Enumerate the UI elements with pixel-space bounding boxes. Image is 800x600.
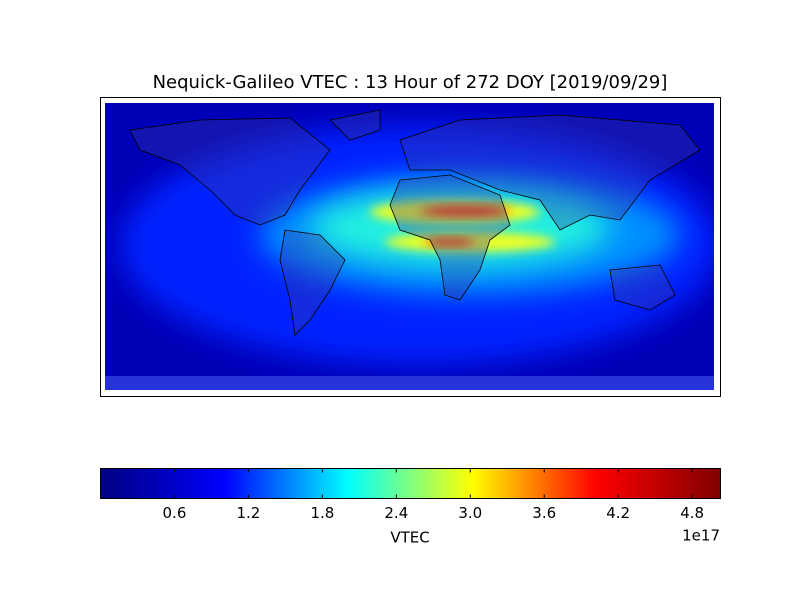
vtec-map bbox=[105, 103, 714, 390]
chart-title: Nequick-Galileo VTEC : 13 Hour of 272 DO… bbox=[153, 72, 668, 93]
colorbar bbox=[100, 468, 721, 499]
tick-label: 1.2 bbox=[236, 504, 260, 522]
tick-label: 2.4 bbox=[384, 504, 408, 522]
tick-label: 4.2 bbox=[606, 504, 630, 522]
colorbar-label: VTEC bbox=[390, 529, 429, 547]
tick-label: 3.6 bbox=[532, 504, 556, 522]
tick-label: 0.6 bbox=[163, 504, 187, 522]
tick-label: 1.8 bbox=[310, 504, 334, 522]
tick-label: 4.8 bbox=[680, 504, 704, 522]
tick-label: 3.0 bbox=[458, 504, 482, 522]
offset-label: 1e17 bbox=[682, 527, 720, 545]
